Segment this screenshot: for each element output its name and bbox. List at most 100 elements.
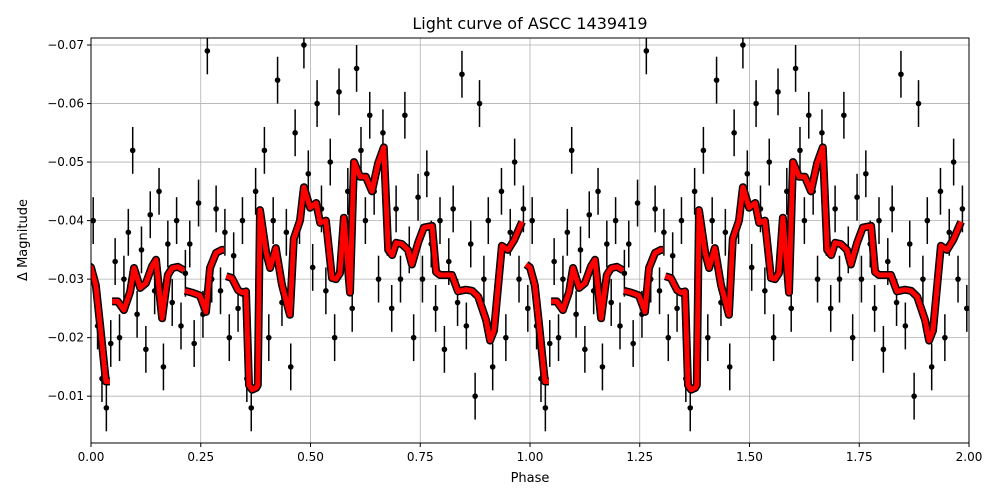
data-point bbox=[946, 229, 953, 236]
data-point bbox=[520, 206, 527, 212]
x-tick-label: 1.00 bbox=[517, 450, 544, 464]
y-tick-label: −0.03 bbox=[47, 272, 84, 286]
data-point bbox=[498, 188, 505, 195]
data-point bbox=[902, 323, 909, 329]
y-tick-label: −0.04 bbox=[47, 214, 84, 228]
data-point bbox=[564, 229, 571, 236]
data-point bbox=[942, 334, 948, 341]
data-point bbox=[805, 112, 812, 119]
data-point bbox=[472, 393, 478, 399]
data-point bbox=[270, 217, 276, 224]
y-axis-label: Δ Magnitude bbox=[16, 199, 31, 281]
data-point bbox=[353, 65, 360, 72]
data-point bbox=[801, 217, 808, 224]
data-point bbox=[871, 305, 878, 312]
data-point bbox=[375, 276, 382, 282]
y-tick-label: −0.07 bbox=[47, 38, 84, 52]
data-point bbox=[362, 217, 369, 224]
data-point bbox=[265, 334, 272, 341]
data-point bbox=[323, 288, 329, 294]
data-point bbox=[503, 334, 509, 341]
data-point bbox=[204, 48, 211, 54]
data-point bbox=[604, 241, 610, 247]
data-point bbox=[239, 217, 246, 224]
data-point bbox=[248, 405, 255, 411]
data-point bbox=[863, 170, 869, 177]
data-point bbox=[740, 42, 746, 48]
curve-segment bbox=[524, 262, 549, 384]
data-point bbox=[516, 276, 522, 282]
curve-segment bbox=[623, 247, 664, 315]
curve-segment bbox=[225, 144, 525, 393]
data-point bbox=[182, 270, 189, 277]
data-point bbox=[542, 405, 549, 411]
data-point bbox=[287, 364, 294, 370]
data-point bbox=[608, 299, 615, 306]
data-point bbox=[792, 65, 799, 72]
data-point bbox=[612, 217, 619, 224]
data-point bbox=[955, 276, 961, 282]
data-point bbox=[173, 217, 180, 224]
data-point bbox=[854, 194, 860, 200]
data-point bbox=[634, 200, 641, 206]
curve-segment bbox=[112, 257, 186, 321]
data-point bbox=[753, 100, 759, 107]
data-point bbox=[625, 241, 632, 247]
x-axis-label: Phase bbox=[511, 471, 550, 486]
data-point bbox=[507, 229, 514, 236]
data-point bbox=[419, 276, 426, 282]
y-tick-label: −0.05 bbox=[47, 155, 84, 169]
data-point bbox=[889, 206, 895, 212]
data-point bbox=[393, 206, 399, 212]
data-point bbox=[893, 299, 900, 306]
data-point bbox=[366, 112, 373, 119]
x-tick-label: 1.50 bbox=[736, 450, 763, 464]
data-point bbox=[876, 217, 882, 224]
data-point bbox=[573, 311, 579, 318]
curve-segment bbox=[91, 264, 110, 384]
data-point bbox=[814, 276, 821, 282]
data-point bbox=[116, 334, 123, 341]
data-point bbox=[827, 305, 834, 312]
data-point bbox=[832, 206, 838, 212]
data-point bbox=[397, 276, 404, 282]
data-point bbox=[222, 229, 228, 236]
curve-segment bbox=[551, 257, 625, 321]
x-tick-label: 1.75 bbox=[846, 450, 873, 464]
data-point bbox=[568, 147, 575, 154]
data-point bbox=[762, 288, 768, 294]
data-point bbox=[226, 334, 233, 341]
data-point bbox=[880, 346, 887, 353]
x-tick-label: 0.75 bbox=[407, 450, 434, 464]
data-point bbox=[91, 217, 96, 224]
data-point bbox=[165, 241, 171, 247]
data-point bbox=[309, 264, 316, 271]
data-point bbox=[906, 241, 913, 247]
chart-title: Light curve of ASCC 1439419 bbox=[412, 14, 647, 33]
data-point bbox=[652, 206, 658, 212]
curve-segment bbox=[664, 144, 964, 393]
data-point bbox=[138, 247, 145, 253]
data-point bbox=[336, 89, 342, 95]
data-point bbox=[305, 170, 312, 177]
data-point bbox=[797, 147, 803, 154]
data-point bbox=[775, 89, 781, 95]
data-point bbox=[704, 334, 711, 341]
data-point bbox=[849, 334, 856, 341]
data-point bbox=[415, 194, 421, 200]
data-point bbox=[489, 364, 496, 370]
x-tick-label: 0.25 bbox=[187, 450, 214, 464]
data-point bbox=[437, 217, 443, 224]
data-point bbox=[314, 100, 320, 107]
data-point bbox=[402, 112, 408, 119]
data-point bbox=[186, 241, 193, 247]
data-point bbox=[432, 305, 439, 312]
data-point bbox=[924, 217, 931, 224]
data-point bbox=[107, 340, 114, 347]
data-point bbox=[463, 323, 470, 329]
data-point bbox=[884, 258, 891, 265]
data-point bbox=[358, 147, 364, 154]
data-point bbox=[560, 276, 566, 282]
data-point bbox=[928, 364, 935, 370]
y-tick-label: −0.02 bbox=[47, 331, 84, 345]
